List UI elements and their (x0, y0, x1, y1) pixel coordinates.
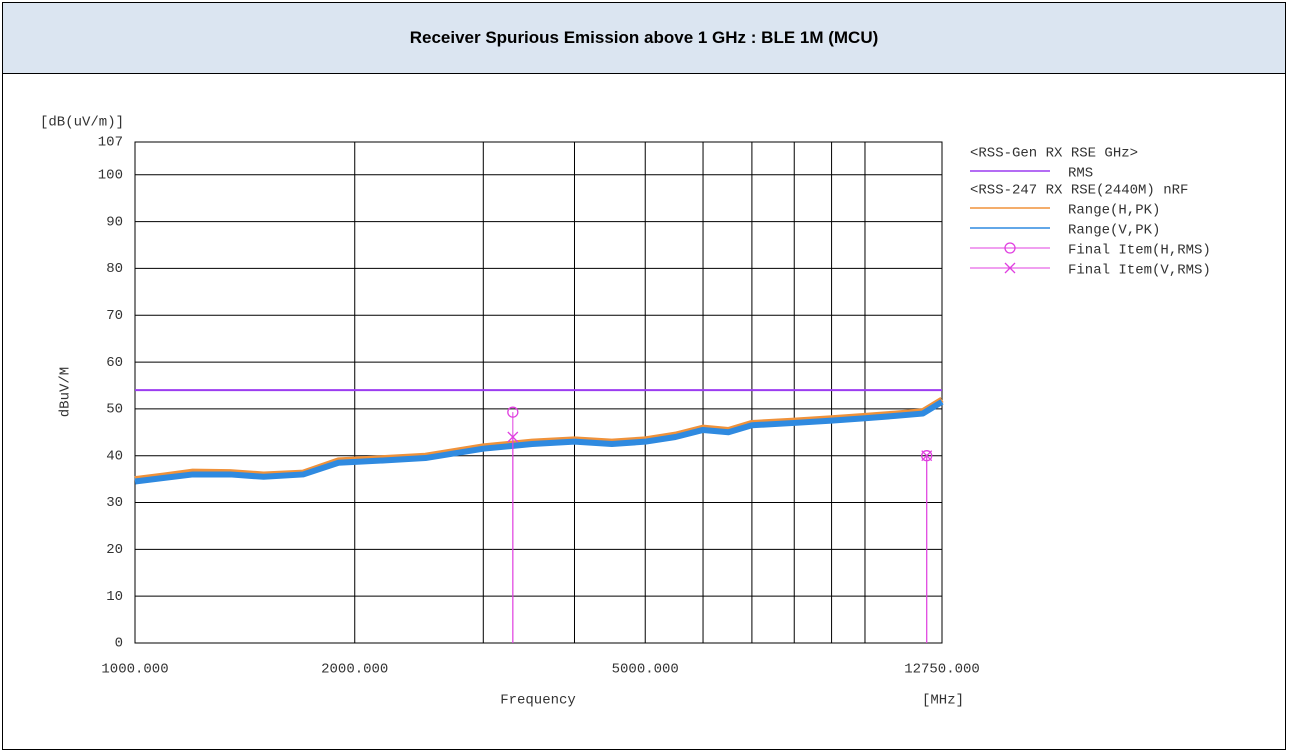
y-unit: [dB(uV/m)] (40, 115, 124, 131)
y-tick-label: 80 (106, 261, 123, 277)
marker (921, 450, 933, 462)
x-axis-label: Frequency (500, 693, 576, 709)
y-tick-label: 70 (106, 308, 123, 324)
y-tick-label: 30 (106, 495, 123, 511)
legend-marker (1004, 242, 1016, 254)
marker (507, 406, 519, 418)
line-series (134, 399, 944, 485)
y-tick-label: 60 (106, 355, 123, 371)
y-axis-label: dBuV/M (58, 367, 74, 417)
x-tick-label: 1000.000 (101, 662, 168, 678)
y-tick-label: 40 (106, 448, 123, 464)
x-tick-label: 12750.000 (904, 662, 980, 678)
chart-title: Receiver Spurious Emission above 1 GHz :… (409, 28, 879, 47)
legend-label: Final Item(H,RMS) (1068, 243, 1211, 259)
legend-label: Final Item(V,RMS) (1068, 263, 1211, 279)
plot-area (134, 141, 943, 644)
header: Receiver Spurious Emission above 1 GHz :… (3, 3, 1285, 74)
y-tick-label: 107 (98, 135, 123, 151)
legend-label: Range(H,PK) (1068, 203, 1160, 219)
y-tick-label: 100 (98, 167, 123, 183)
legend-title: <RSS-247 RX RSE(2440M) nRF (970, 183, 1188, 199)
legend-title: <RSS-Gen RX RSE GHz> (970, 146, 1138, 162)
y-tick-label: 90 (106, 214, 123, 230)
y-tick-label: 50 (106, 402, 123, 418)
y-tick-label: 10 (106, 589, 123, 605)
legend-label: Range(V,PK) (1068, 223, 1160, 239)
x-unit: [MHz] (922, 693, 964, 709)
legend-label: RMS (1068, 166, 1093, 182)
x-tick-label: 2000.000 (321, 662, 388, 678)
legend-marker (1004, 262, 1016, 274)
marker (507, 431, 519, 443)
y-tick-label: 0 (115, 636, 123, 652)
y-tick-label: 20 (106, 542, 123, 558)
x-tick-label: 5000.000 (612, 662, 679, 678)
